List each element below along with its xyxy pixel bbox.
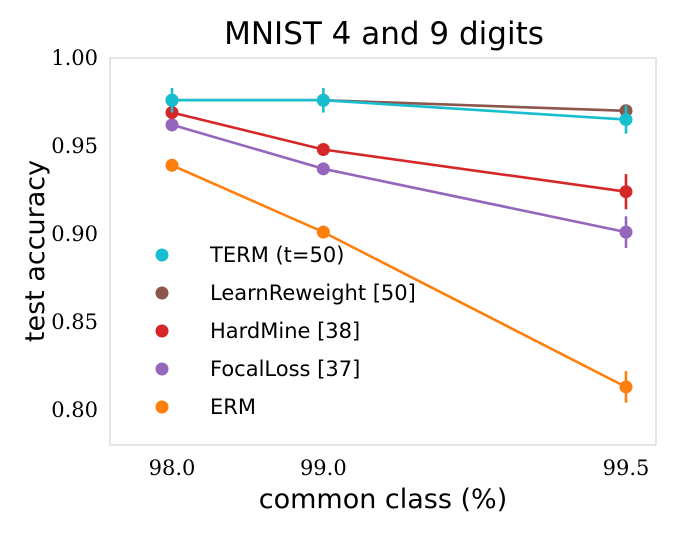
y-axis-label: test accuracy [20,160,51,342]
x-tick-label: 99.5 [603,456,650,480]
data-point [165,93,179,107]
legend-label: TERM (t=50) [209,243,344,267]
x-axis-ticks: 98.0 99.0 99.5 [149,456,650,480]
y-tick-label: 0.80 [51,398,98,422]
legend-marker [155,286,169,300]
y-tick-label: 0.85 [51,310,98,334]
legend-item-focalloss-37: FocalLoss [37] [155,357,360,381]
legend-item-hardmine-38: HardMine [38] [155,319,360,343]
series-layer [165,87,633,403]
x-tick-label: 99.0 [300,456,347,480]
legend-item-term-t-50: TERM (t=50) [155,243,344,267]
y-tick-label: 1.00 [51,46,98,70]
data-point [619,113,633,127]
data-point [165,118,179,132]
series-line [171,164,627,389]
data-point [316,142,330,156]
data-point [619,380,633,394]
series-line [171,111,627,193]
data-point [619,225,633,239]
data-point [619,185,633,199]
legend-marker [155,324,169,338]
legend-label: LearnReweight [50] [210,281,416,305]
series-line [171,123,627,234]
legend: TERM (t=50) LearnReweight [50] HardMine [3… [155,243,416,419]
x-tick-label: 98.0 [149,456,196,480]
legend-marker [155,362,169,376]
legend-item-learnreweight-50: LearnReweight [50] [155,281,416,305]
y-axis-ticks: 0.80 0.85 0.90 0.95 1.00 [51,46,98,422]
chart-title: MNIST 4 and 9 digits [224,16,544,52]
y-tick-label: 0.95 [51,134,98,158]
series-erm [165,158,633,403]
legend-item-erm: ERM [155,395,256,419]
series-term-t-50 [165,87,633,134]
y-tick-label: 0.90 [51,222,98,246]
data-point [316,162,330,176]
data-point [316,225,330,239]
legend-label: FocalLoss [37] [210,357,360,381]
legend-label: HardMine [38] [210,319,360,343]
data-point [316,93,330,107]
plot-frame [109,57,657,446]
legend-marker [155,400,169,414]
data-point [165,158,179,172]
legend-label: ERM [210,395,256,419]
x-axis-label: common class (%) [259,484,508,515]
legend-marker [155,248,169,262]
series-focalloss-37 [165,118,633,248]
